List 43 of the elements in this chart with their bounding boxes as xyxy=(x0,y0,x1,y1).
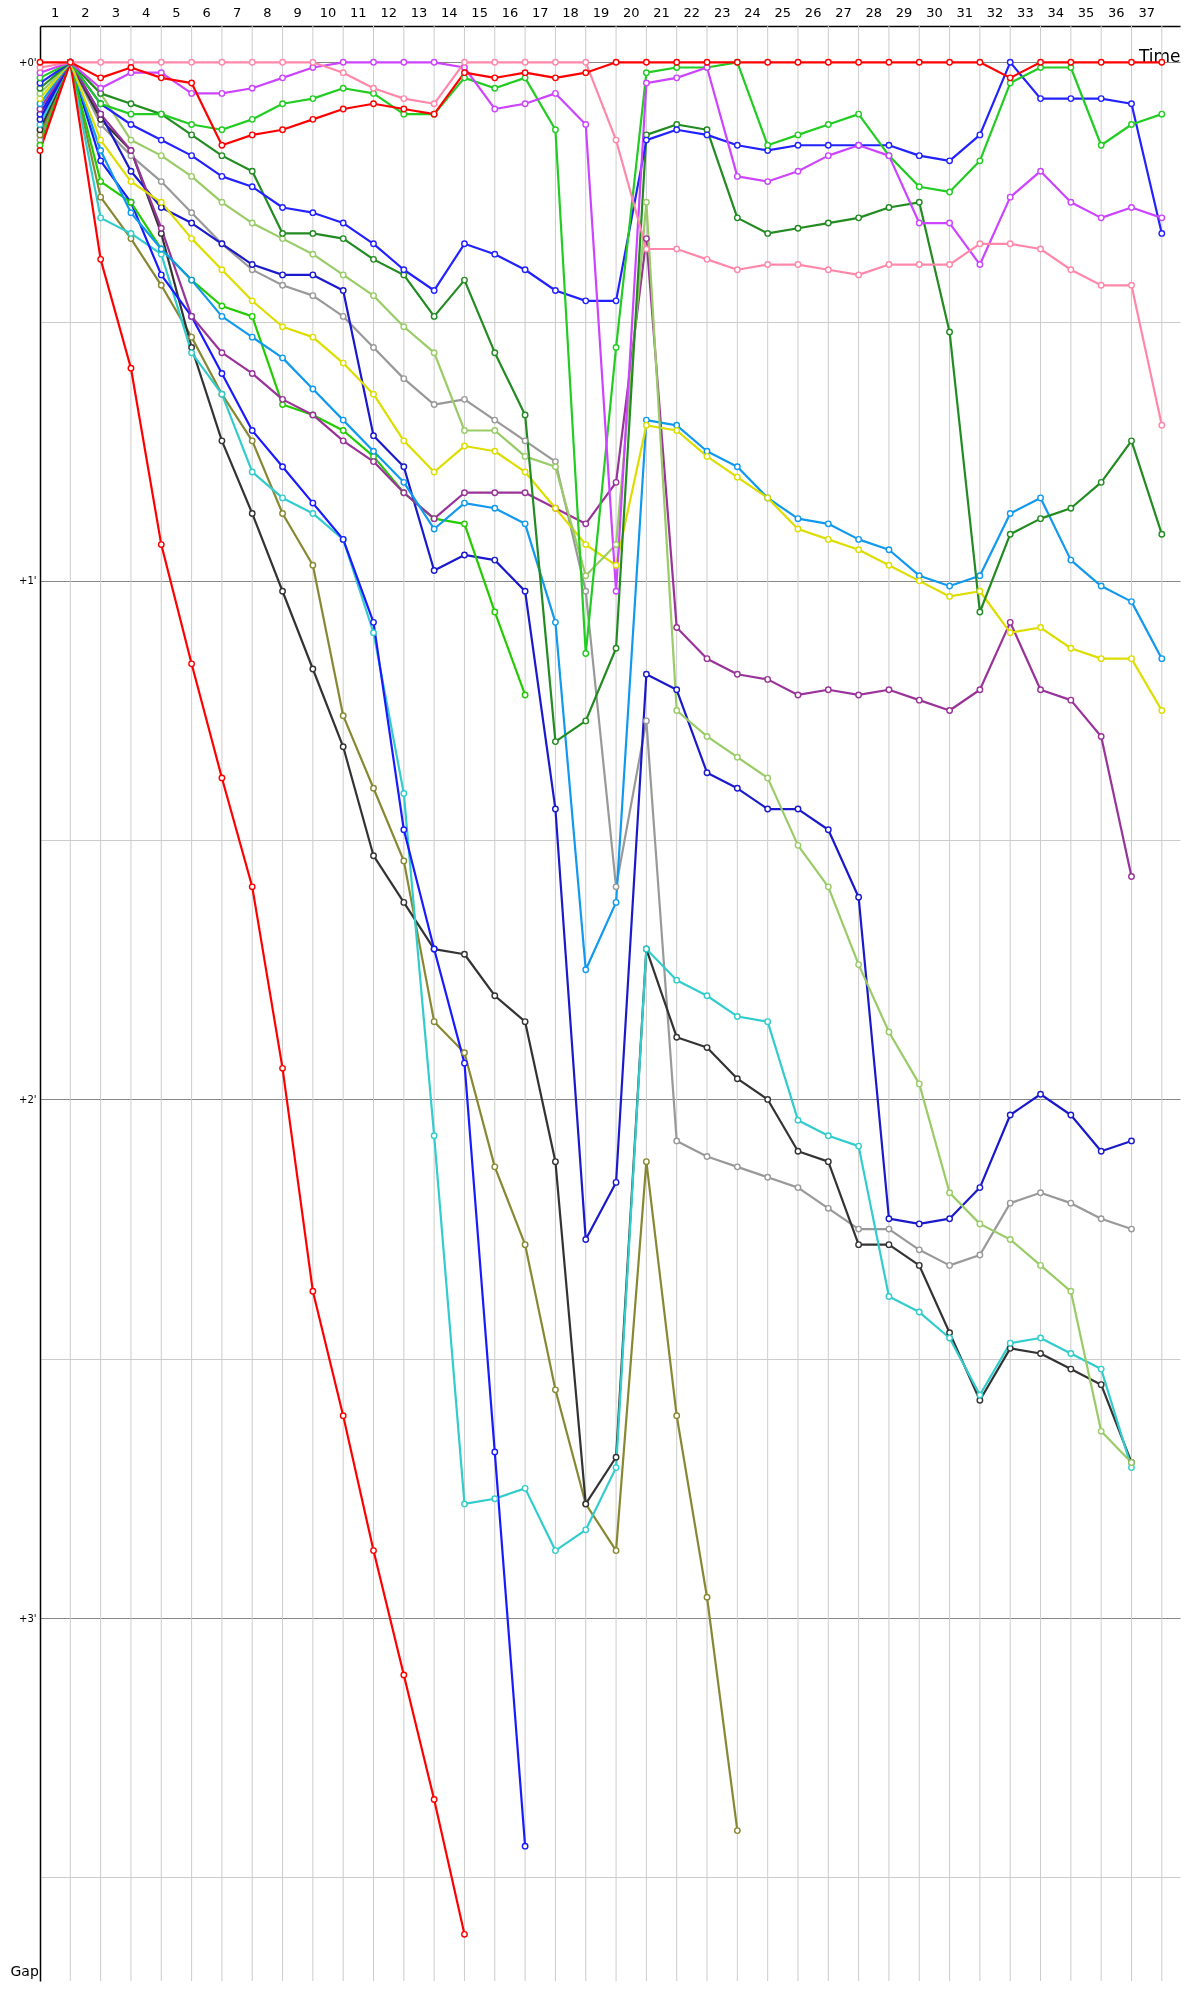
x-tick-label: 33 xyxy=(1017,5,1034,20)
x-tick-label: 23 xyxy=(713,5,731,20)
x-tick-label: 27 xyxy=(835,5,852,20)
x-tick-label: 6 xyxy=(202,5,211,20)
x-axis-title: Time xyxy=(1137,45,1181,66)
x-tick-label: 7 xyxy=(232,5,242,20)
x-tick-label: 35 xyxy=(1077,5,1095,20)
x-tick-label: 10 xyxy=(319,5,337,20)
y-tick-label: +2' xyxy=(19,1093,37,1105)
x-tick-label: 19 xyxy=(592,5,610,20)
x-tick-label: 20 xyxy=(622,5,640,20)
x-tick-label: 32 xyxy=(986,5,1004,20)
x-tick-label: 13 xyxy=(410,5,428,20)
x-tick-label: 29 xyxy=(895,5,913,20)
x-tick-label: 12 xyxy=(380,5,397,20)
y-tick-label: +1' xyxy=(19,575,37,587)
x-tick-label: 4 xyxy=(141,5,151,20)
x-tick-label: 26 xyxy=(804,5,822,20)
x-tick-label: 36 xyxy=(1108,5,1125,20)
x-tick-label: 2 xyxy=(81,5,90,20)
x-tick-label: 28 xyxy=(865,5,883,20)
x-tick-label: 22 xyxy=(683,5,701,20)
x-tick-label: 25 xyxy=(774,5,792,20)
x-tick-label: 11 xyxy=(350,5,367,20)
x-tick-label: 5 xyxy=(172,5,181,20)
y-axis-title: Gap xyxy=(10,1962,39,1979)
x-tick-label: 30 xyxy=(926,5,943,20)
x-tick-label: 8 xyxy=(263,5,272,20)
x-tick-label: 34 xyxy=(1047,5,1064,20)
x-tick-label: 18 xyxy=(562,5,579,20)
x-tick-label: 3 xyxy=(111,5,120,20)
y-tick-label: +0' xyxy=(19,56,37,68)
x-tick-label: 9 xyxy=(293,5,302,20)
x-tick-label: 15 xyxy=(471,5,488,20)
x-tick-label: 1 xyxy=(51,5,60,20)
x-tick-label: 37 xyxy=(1138,5,1155,20)
x-tick-label: 14 xyxy=(441,5,458,20)
y-tick-label: +3' xyxy=(19,1612,37,1624)
x-tick-label: 17 xyxy=(531,5,549,20)
x-tick-label: 21 xyxy=(653,5,670,20)
x-tick-label: 31 xyxy=(956,5,974,20)
x-tick-label: 24 xyxy=(744,5,761,20)
x-tick-label: 16 xyxy=(501,5,519,20)
